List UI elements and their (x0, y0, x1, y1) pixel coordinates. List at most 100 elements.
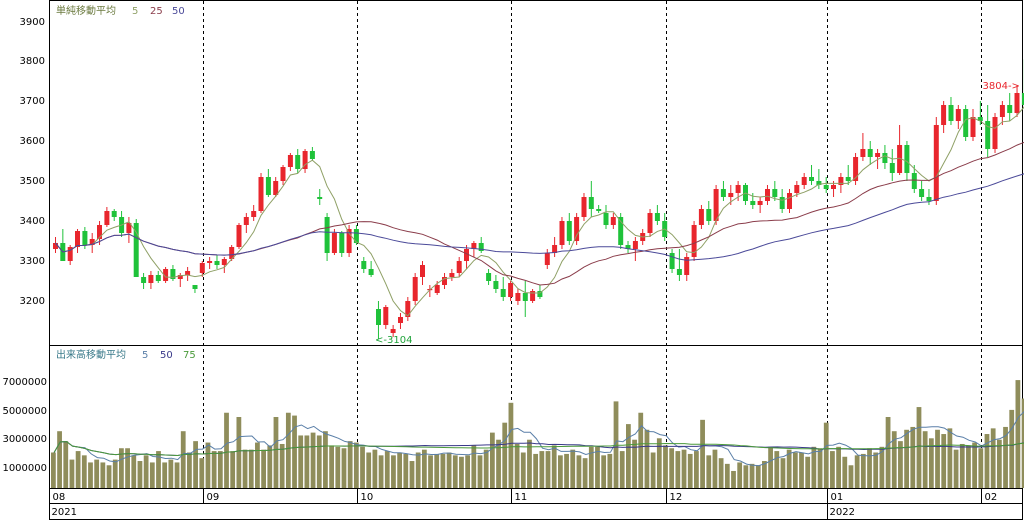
candle (596, 205, 602, 213)
volume-bar (885, 417, 891, 488)
candle-body (552, 245, 558, 253)
volume-bar (143, 455, 149, 488)
volume-bar (187, 452, 192, 488)
volume-bar (978, 448, 984, 488)
volume-bar (69, 459, 75, 488)
volume-bar (644, 429, 650, 488)
volume-bar (675, 451, 681, 488)
candle-body (625, 245, 631, 249)
candle (845, 165, 851, 185)
candle (376, 301, 381, 340)
candle (97, 221, 102, 245)
volume-tick-1000000: 1000000 (2, 463, 47, 474)
price-ma-lines (55, 106, 1024, 317)
volume-bar (502, 422, 508, 488)
volume-bar (557, 455, 563, 488)
candle-body (941, 105, 947, 125)
candle-body (346, 229, 352, 253)
candle-body (192, 285, 198, 289)
volume-bar (811, 446, 817, 488)
candle-body (331, 233, 337, 253)
candle-body (324, 217, 330, 253)
volume-bar (409, 461, 415, 488)
candle-body (141, 277, 147, 283)
volume-bar (199, 458, 205, 488)
volume-bar (749, 463, 755, 488)
volume-bar (174, 462, 180, 488)
candle-body (537, 291, 543, 297)
candle-body (522, 293, 528, 301)
volume-bar (724, 463, 730, 488)
volume-bar (669, 448, 675, 488)
volume-bar (255, 442, 260, 488)
volume-bar (217, 451, 223, 488)
candle (933, 117, 939, 205)
candle-body (515, 293, 521, 301)
candle (889, 149, 895, 181)
candle-body (596, 209, 602, 211)
volume-bar (990, 428, 996, 488)
volume-ma5-line (53, 411, 1024, 467)
volume-bar (440, 453, 446, 488)
candle (522, 281, 528, 317)
candle-body (236, 225, 242, 247)
candle (207, 257, 213, 269)
candlesticks (53, 59, 1024, 340)
volume-bar (755, 465, 761, 488)
candle-body (779, 197, 785, 209)
candle-body (229, 247, 235, 259)
price-tick-3700: 3700 (20, 96, 45, 107)
candle (581, 193, 587, 221)
volume-bar (106, 465, 112, 488)
candle (302, 149, 308, 173)
volume-bar (273, 417, 279, 488)
volume-bar (261, 449, 266, 488)
month-grid-lines (203, 1, 982, 488)
candle (104, 207, 110, 227)
candle-body (588, 197, 594, 209)
candle-body (251, 211, 257, 217)
volume-bar (162, 462, 168, 488)
volume-bar (125, 448, 130, 488)
volume-bar (588, 446, 594, 488)
candle-body (508, 283, 514, 297)
volume-bar (81, 455, 87, 488)
volume-bar (446, 452, 452, 488)
month-label: 09 (207, 492, 220, 503)
candle-body (544, 253, 550, 265)
candle-body (977, 117, 983, 121)
candle-body (809, 177, 814, 181)
candle-body (295, 155, 301, 169)
volume-bar (520, 452, 526, 488)
candle-body (845, 177, 851, 181)
volume-bar (415, 452, 421, 488)
candle (420, 261, 425, 285)
volume-bar (51, 452, 56, 488)
candle-body (911, 173, 917, 189)
candle-body (368, 269, 374, 275)
candle (669, 249, 675, 273)
volume-bar (57, 431, 62, 488)
candle-body (442, 277, 447, 285)
candle-body (412, 277, 418, 301)
volume-bar (607, 453, 613, 488)
volume-bar (323, 431, 328, 488)
volume-bar (601, 455, 607, 488)
volume-bar (718, 458, 724, 488)
candle (955, 105, 961, 129)
candle-body (148, 275, 154, 283)
candle-body (831, 185, 836, 189)
candle (1014, 85, 1020, 117)
candle (787, 189, 792, 213)
volume-bar (236, 417, 242, 488)
volume-bar (613, 401, 619, 488)
volume-bar (700, 419, 705, 488)
volume-bar (743, 465, 749, 488)
volume-bar (898, 441, 903, 488)
volume-tick-5000000: 5000000 (2, 406, 47, 417)
candle-body (456, 261, 462, 273)
candle-body (999, 105, 1005, 117)
candle (698, 205, 704, 229)
candle (757, 197, 763, 213)
volume-bars (51, 380, 1024, 488)
